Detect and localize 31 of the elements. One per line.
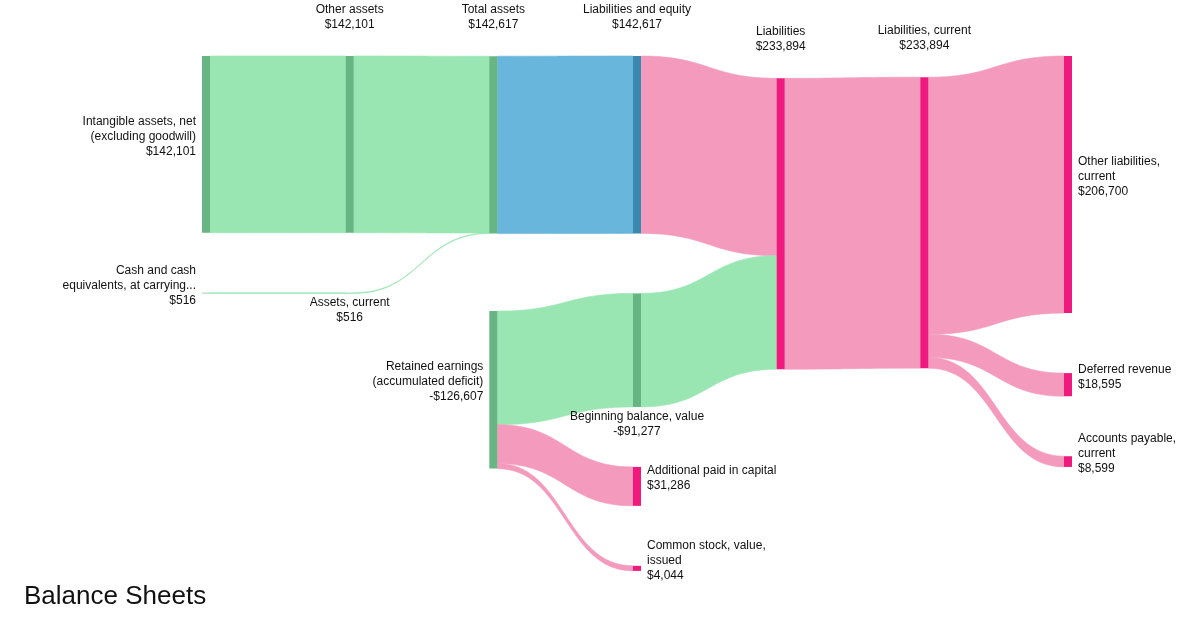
data-label: -$126,607 [429, 389, 484, 404]
category-label: Deferred revenue [1078, 361, 1172, 376]
data-label: $142,617 [468, 17, 519, 32]
data-label: -$91,277 [613, 423, 662, 438]
category-label: Total assets [461, 2, 526, 17]
data-label: $233,894 [755, 39, 807, 54]
data-label: $233,894 [899, 38, 950, 53]
category-label: Accounts payable, current [1078, 431, 1177, 461]
text: Balance Sheets [24, 580, 207, 610]
category-label: Assets, current [309, 295, 391, 310]
category-label: Intangible assets, net (excluding goodwill) [82, 113, 197, 143]
category-label: Beginning balance, value [569, 408, 705, 423]
data-label: $18,595 [1078, 376, 1122, 391]
data-label: $8,599 [1078, 461, 1116, 476]
data-label: $206,700 [1078, 184, 1129, 199]
category-label: Additional paid in capital [647, 463, 777, 478]
data-label: $31,286 [647, 478, 691, 493]
category-label: Liabilities and equity [582, 2, 692, 16]
data-label: $516 [336, 310, 364, 325]
category-label: Cash and cash equivalents, at carrying... [62, 262, 196, 292]
data-label: $142,617 [611, 17, 663, 31]
data-label: $142,101 [324, 17, 376, 31]
category-label: Liabilities [755, 24, 806, 39]
category-label: Other liabilities, current [1078, 154, 1161, 184]
data-label: $516 [169, 292, 197, 307]
data-label: $4,044 [647, 567, 685, 582]
category-label: Retained earnings (accumulated deficit) [372, 359, 484, 389]
data-label: $142,101 [145, 143, 197, 158]
category-label: Other assets [315, 2, 384, 16]
category-label: Common stock, value, issued [647, 537, 766, 567]
category-label: Liabilities, current [877, 23, 972, 38]
